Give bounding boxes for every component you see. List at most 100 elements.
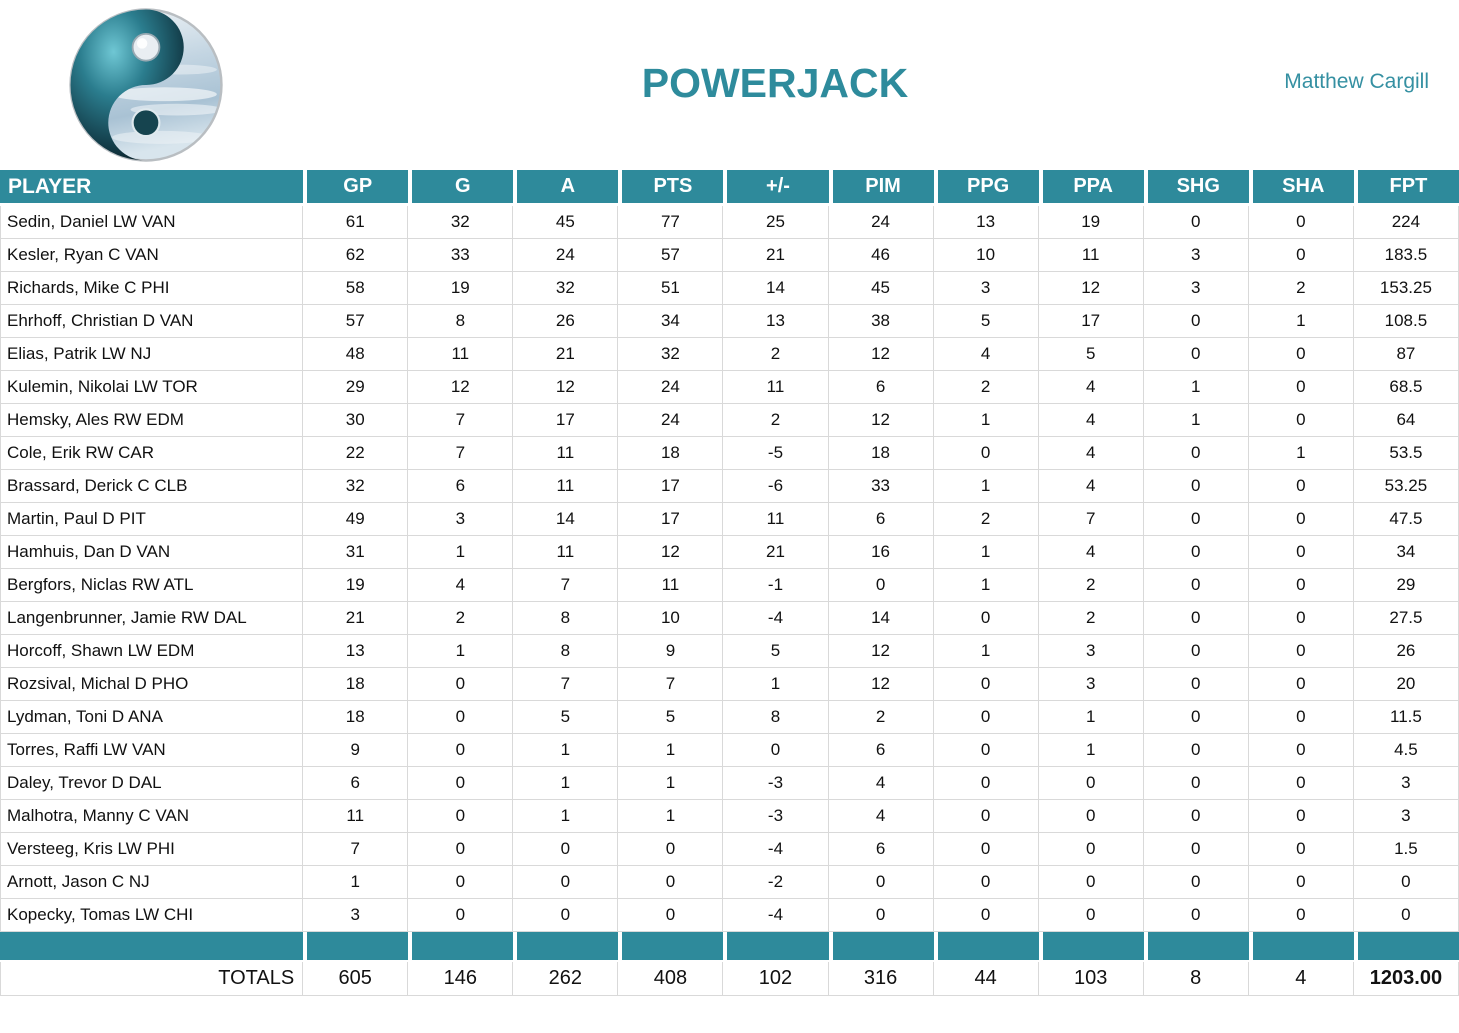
cell-stat[interactable]: 6 [828,734,934,767]
totals-stat-value[interactable]: 102 [723,962,829,996]
cell-stat[interactable]: 21 [723,536,829,569]
cell-stat[interactable]: 1 [723,668,829,701]
totals-stat-value[interactable]: 8 [1143,962,1249,996]
cell-stat[interactable]: 34 [1353,536,1459,569]
cell-player-name[interactable]: Richards, Mike C PHI [0,272,304,305]
column-header-fpt[interactable]: FPT [1353,170,1459,206]
cell-stat[interactable]: 32 [618,338,724,371]
cell-stat[interactable]: 12 [618,536,724,569]
cell-player-name[interactable]: Arnott, Jason C NJ [0,866,304,899]
totals-label[interactable]: TOTALS [0,962,304,996]
cell-stat[interactable]: 0 [1248,800,1354,833]
cell-stat[interactable]: 61 [303,206,409,239]
cell-player-name[interactable]: Malhotra, Manny C VAN [0,800,304,833]
cell-stat[interactable]: 0 [1143,899,1249,932]
cell-stat[interactable]: 64 [1353,404,1459,437]
cell-stat[interactable]: 14 [828,602,934,635]
cell-stat[interactable]: 22 [303,437,409,470]
cell-stat[interactable]: 2 [933,371,1039,404]
cell-stat[interactable]: 19 [303,569,409,602]
cell-stat[interactable]: 6 [303,767,409,800]
cell-player-name[interactable]: Ehrhoff, Christian D VAN [0,305,304,338]
cell-stat[interactable]: 0 [723,734,829,767]
cell-stat[interactable]: 12 [828,668,934,701]
cell-stat[interactable]: 32 [408,206,514,239]
cell-stat[interactable]: 0 [1143,569,1249,602]
cell-stat[interactable]: 1 [933,536,1039,569]
cell-stat[interactable]: 7 [618,668,724,701]
cell-stat[interactable]: 0 [1143,470,1249,503]
cell-stat[interactable]: 2 [723,338,829,371]
cell-stat[interactable]: 0 [408,734,514,767]
column-header-g[interactable]: G [408,170,514,206]
cell-stat[interactable]: 1 [408,635,514,668]
cell-stat[interactable]: 68.5 [1353,371,1459,404]
cell-stat[interactable]: 6 [828,371,934,404]
cell-stat[interactable]: 14 [723,272,829,305]
cell-stat[interactable]: 11 [408,338,514,371]
cell-stat[interactable]: 21 [513,338,619,371]
cell-stat[interactable]: 14 [513,503,619,536]
cell-stat[interactable]: -2 [723,866,829,899]
cell-player-name[interactable]: Langenbrunner, Jamie RW DAL [0,602,304,635]
cell-stat[interactable]: 0 [408,767,514,800]
cell-stat[interactable]: 1 [513,734,619,767]
cell-stat[interactable]: 0 [1353,866,1459,899]
cell-stat[interactable]: 1 [1248,437,1354,470]
totals-stat-value[interactable]: 316 [828,962,934,996]
cell-stat[interactable]: 4 [1038,404,1144,437]
column-header-gp[interactable]: GP [303,170,409,206]
cell-stat[interactable]: 9 [303,734,409,767]
cell-stat[interactable]: 0 [1248,503,1354,536]
cell-stat[interactable]: 0 [1248,668,1354,701]
cell-stat[interactable]: 0 [513,866,619,899]
cell-player-name[interactable]: Elias, Patrik LW NJ [0,338,304,371]
cell-stat[interactable]: 46 [828,239,934,272]
cell-player-name[interactable]: Hemsky, Ales RW EDM [0,404,304,437]
totals-stat-value[interactable]: 103 [1038,962,1144,996]
cell-stat[interactable]: 11 [1038,239,1144,272]
cell-stat[interactable]: 0 [933,437,1039,470]
cell-stat[interactable]: 0 [1248,635,1354,668]
cell-stat[interactable]: 18 [618,437,724,470]
cell-stat[interactable]: 2 [723,404,829,437]
cell-stat[interactable]: 1.5 [1353,833,1459,866]
cell-stat[interactable]: 10 [618,602,724,635]
cell-stat[interactable]: 12 [828,404,934,437]
cell-stat[interactable]: 24 [618,371,724,404]
cell-stat[interactable]: 17 [618,503,724,536]
cell-stat[interactable]: 4 [933,338,1039,371]
cell-stat[interactable]: 25 [723,206,829,239]
cell-stat[interactable]: 0 [408,899,514,932]
cell-stat[interactable]: 12 [828,338,934,371]
cell-stat[interactable]: 4 [1038,470,1144,503]
cell-stat[interactable]: 0 [1038,767,1144,800]
cell-stat[interactable]: 4 [1038,371,1144,404]
cell-stat[interactable]: 0 [1248,239,1354,272]
cell-stat[interactable]: 8 [513,635,619,668]
cell-player-name[interactable]: Rozsival, Michal D PHO [0,668,304,701]
cell-stat[interactable]: 0 [1248,569,1354,602]
cell-stat[interactable]: 11 [513,536,619,569]
cell-stat[interactable]: -1 [723,569,829,602]
totals-stat-value[interactable]: 262 [513,962,619,996]
cell-stat[interactable]: 17 [1038,305,1144,338]
cell-stat[interactable]: 3 [1038,635,1144,668]
cell-stat[interactable]: 18 [303,701,409,734]
cell-stat[interactable]: 62 [303,239,409,272]
cell-stat[interactable]: 0 [1143,437,1249,470]
cell-stat[interactable]: 0 [1143,503,1249,536]
cell-stat[interactable]: 58 [303,272,409,305]
cell-stat[interactable]: 87 [1353,338,1459,371]
cell-stat[interactable]: 33 [828,470,934,503]
cell-stat[interactable]: 26 [1353,635,1459,668]
cell-stat[interactable]: 2 [1038,602,1144,635]
cell-stat[interactable]: 1 [1143,371,1249,404]
cell-player-name[interactable]: Cole, Erik RW CAR [0,437,304,470]
cell-stat[interactable]: 6 [408,470,514,503]
cell-stat[interactable]: 2 [1038,569,1144,602]
cell-stat[interactable]: 7 [513,569,619,602]
cell-stat[interactable]: 5 [723,635,829,668]
cell-stat[interactable]: 0 [933,602,1039,635]
cell-stat[interactable]: 6 [828,503,934,536]
